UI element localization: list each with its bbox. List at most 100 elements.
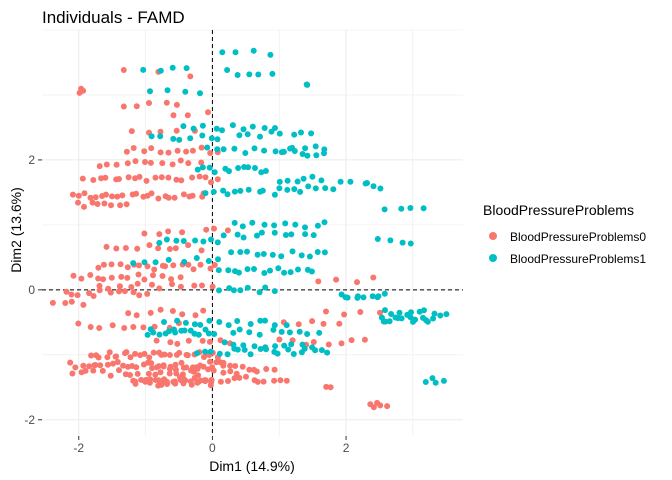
data-point — [224, 191, 231, 198]
data-point — [191, 282, 198, 289]
data-point — [134, 245, 141, 252]
data-point — [330, 186, 337, 193]
data-point — [244, 131, 251, 138]
data-point — [141, 259, 148, 266]
data-point — [114, 359, 121, 365]
data-point — [197, 261, 204, 268]
data-point — [198, 159, 205, 166]
data-point — [148, 190, 155, 197]
data-point — [321, 219, 328, 226]
data-point — [87, 272, 94, 278]
data-point — [108, 274, 115, 281]
data-point — [199, 164, 206, 171]
data-point — [205, 258, 212, 264]
data-point — [230, 329, 237, 336]
data-point — [178, 359, 185, 366]
data-point — [308, 130, 315, 137]
data-point — [225, 322, 232, 329]
data-point — [191, 321, 198, 328]
data-point — [116, 283, 123, 290]
data-point — [133, 190, 140, 197]
data-point — [49, 299, 56, 306]
data-point — [104, 354, 111, 361]
data-point — [74, 292, 81, 299]
data-point — [262, 344, 269, 351]
data-point — [257, 346, 264, 352]
data-point — [173, 370, 180, 377]
data-point — [302, 224, 308, 231]
data-point — [127, 354, 134, 361]
data-point — [244, 284, 251, 291]
data-point — [291, 186, 298, 193]
data-point — [225, 267, 232, 274]
data-point — [174, 147, 181, 154]
data-point — [247, 351, 254, 358]
data-point — [236, 132, 243, 139]
data-point — [377, 185, 384, 192]
data-point — [312, 185, 319, 192]
data-point — [87, 194, 94, 201]
data-point — [216, 319, 223, 325]
data-point — [109, 322, 116, 329]
data-point — [79, 175, 86, 182]
data-point — [90, 177, 97, 183]
data-point — [193, 255, 200, 261]
data-point — [75, 320, 82, 327]
x-tick-label: 2 — [343, 441, 350, 455]
data-point — [381, 206, 388, 213]
data-point — [298, 129, 304, 136]
data-point — [271, 222, 278, 229]
data-point — [421, 307, 427, 314]
data-point — [263, 366, 270, 372]
data-point — [96, 282, 103, 289]
data-point — [80, 362, 87, 369]
data-point — [304, 331, 311, 337]
data-point — [82, 367, 89, 374]
data-point — [254, 378, 261, 385]
data-point — [310, 339, 317, 345]
data-point — [234, 231, 241, 238]
data-point — [103, 161, 110, 168]
data-point — [144, 263, 151, 270]
data-point — [200, 307, 207, 314]
data-point — [157, 369, 164, 376]
data-point — [152, 174, 159, 181]
data-point — [315, 278, 322, 285]
data-point — [130, 260, 137, 267]
data-point — [164, 87, 171, 94]
data-point — [211, 262, 218, 268]
data-point — [289, 144, 296, 151]
data-point — [316, 329, 323, 336]
data-point — [370, 183, 377, 190]
data-point — [244, 248, 250, 255]
data-point — [250, 47, 257, 54]
data-point — [276, 185, 283, 192]
data-point — [174, 340, 181, 347]
data-point — [320, 320, 327, 327]
data-point — [155, 245, 162, 252]
data-point — [132, 350, 139, 357]
data-point — [284, 186, 291, 193]
data-point — [189, 174, 196, 181]
data-point — [254, 251, 261, 258]
data-point — [189, 192, 196, 199]
data-point — [179, 311, 186, 318]
data-point — [133, 312, 140, 319]
data-point — [95, 354, 102, 361]
data-point — [271, 322, 278, 329]
data-point — [344, 294, 351, 301]
data-point — [235, 165, 242, 171]
data-point — [199, 337, 206, 344]
data-point — [134, 280, 141, 287]
data-point — [92, 194, 99, 201]
data-point — [198, 144, 205, 151]
data-point — [152, 259, 159, 266]
data-point — [280, 148, 287, 155]
data-point — [185, 160, 192, 167]
data-point — [152, 371, 159, 378]
data-point — [150, 329, 157, 336]
data-point — [267, 51, 274, 58]
data-point — [246, 329, 253, 336]
data-point — [180, 375, 187, 382]
data-point — [166, 352, 173, 358]
